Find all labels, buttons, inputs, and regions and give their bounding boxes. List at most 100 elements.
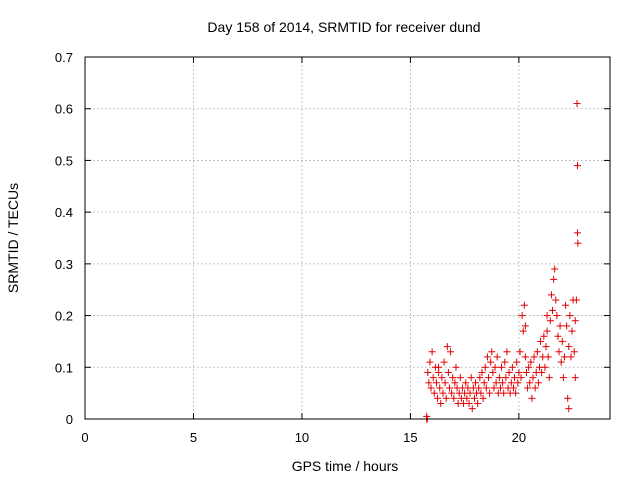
data-point bbox=[445, 384, 453, 392]
data-point bbox=[557, 358, 565, 366]
data-point bbox=[438, 374, 446, 382]
data-point bbox=[479, 394, 487, 402]
data-point bbox=[451, 379, 459, 387]
data-point bbox=[441, 379, 449, 387]
x-tick-label: 5 bbox=[190, 430, 197, 445]
y-tick-label: 0.4 bbox=[55, 205, 73, 220]
data-point bbox=[498, 363, 506, 371]
data-point bbox=[571, 317, 579, 325]
data-point bbox=[538, 368, 546, 376]
data-point bbox=[490, 384, 498, 392]
data-point bbox=[541, 363, 549, 371]
data-point bbox=[513, 358, 521, 366]
data-point bbox=[476, 374, 484, 382]
data-point bbox=[503, 348, 511, 356]
data-point bbox=[450, 394, 458, 402]
data-point bbox=[496, 384, 504, 392]
data-point bbox=[519, 327, 527, 335]
y-tick-label: 0.2 bbox=[55, 309, 73, 324]
data-point bbox=[540, 332, 548, 340]
data-point bbox=[544, 353, 552, 361]
data-point bbox=[452, 363, 460, 371]
y-axis-label: SRMTID / TECUs bbox=[5, 183, 21, 293]
data-point bbox=[483, 353, 491, 361]
data-point bbox=[486, 389, 494, 397]
data-point bbox=[480, 379, 488, 387]
data-point bbox=[463, 394, 471, 402]
data-points bbox=[423, 100, 582, 423]
data-point bbox=[559, 374, 567, 382]
data-point bbox=[449, 374, 457, 382]
x-tick-label: 20 bbox=[512, 430, 526, 445]
data-point bbox=[565, 343, 573, 351]
data-point bbox=[492, 379, 500, 387]
data-point bbox=[439, 389, 447, 397]
data-point bbox=[436, 384, 444, 392]
data-point bbox=[442, 394, 450, 402]
y-tick-label: 0.7 bbox=[55, 50, 73, 65]
x-tick-label: 10 bbox=[295, 430, 309, 445]
data-point bbox=[558, 337, 566, 345]
data-point bbox=[527, 358, 535, 366]
data-point bbox=[429, 374, 437, 382]
data-point bbox=[432, 379, 440, 387]
data-point bbox=[491, 363, 499, 371]
data-point bbox=[499, 379, 507, 387]
data-point bbox=[568, 327, 576, 335]
data-point bbox=[520, 301, 528, 309]
data-point bbox=[524, 384, 532, 392]
data-point bbox=[448, 389, 456, 397]
data-point bbox=[571, 374, 579, 382]
data-point bbox=[474, 399, 482, 407]
data-point bbox=[560, 353, 568, 361]
data-point bbox=[489, 368, 497, 376]
data-point bbox=[528, 394, 536, 402]
data-point bbox=[531, 384, 539, 392]
data-point bbox=[471, 379, 479, 387]
data-point bbox=[573, 229, 581, 237]
data-point bbox=[477, 389, 485, 397]
data-point bbox=[573, 100, 581, 108]
data-point bbox=[533, 348, 541, 356]
data-point bbox=[475, 384, 483, 392]
x-tick-labels: 0 5 10 15 20 bbox=[81, 430, 526, 445]
data-point bbox=[424, 368, 432, 376]
data-point bbox=[566, 312, 574, 320]
data-point bbox=[529, 374, 537, 382]
data-point bbox=[549, 306, 557, 314]
data-point bbox=[521, 353, 529, 361]
data-point bbox=[552, 296, 560, 304]
x-tick-label: 15 bbox=[403, 430, 417, 445]
data-point bbox=[573, 162, 581, 170]
data-point bbox=[456, 374, 464, 382]
data-point bbox=[427, 384, 435, 392]
data-point bbox=[562, 301, 570, 309]
data-point bbox=[522, 368, 530, 376]
data-point bbox=[495, 374, 503, 382]
data-point bbox=[468, 405, 476, 413]
data-point bbox=[543, 327, 551, 335]
x-tick-label: 0 bbox=[81, 430, 88, 445]
data-point bbox=[574, 239, 582, 247]
data-point bbox=[501, 358, 509, 366]
y-tick-label: 0.5 bbox=[55, 153, 73, 168]
data-point bbox=[572, 296, 580, 304]
data-point bbox=[556, 322, 564, 330]
data-point bbox=[514, 379, 522, 387]
x-axis-label: GPS time / hours bbox=[292, 458, 399, 474]
data-point bbox=[443, 343, 451, 351]
data-point bbox=[555, 348, 563, 356]
data-point bbox=[517, 374, 525, 382]
data-point bbox=[440, 358, 448, 366]
data-point bbox=[482, 384, 490, 392]
data-point bbox=[466, 389, 474, 397]
data-point bbox=[525, 363, 533, 371]
data-point bbox=[447, 348, 455, 356]
data-point bbox=[526, 379, 534, 387]
data-point bbox=[518, 312, 526, 320]
y-tick-label: 0.3 bbox=[55, 257, 73, 272]
data-point bbox=[511, 374, 519, 382]
data-point bbox=[507, 379, 515, 387]
data-point bbox=[505, 368, 513, 376]
